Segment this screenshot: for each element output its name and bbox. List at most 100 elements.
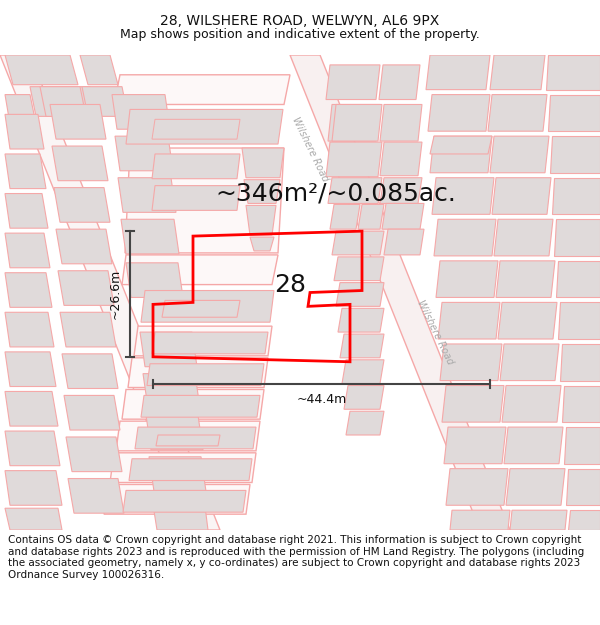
Polygon shape [344, 386, 384, 409]
Polygon shape [5, 471, 62, 505]
Polygon shape [328, 177, 382, 204]
Polygon shape [332, 231, 384, 255]
Polygon shape [548, 94, 600, 131]
Polygon shape [5, 508, 62, 530]
Text: Map shows position and indicative extent of the property.: Map shows position and indicative extent… [120, 28, 480, 41]
Polygon shape [498, 302, 557, 339]
Polygon shape [444, 427, 506, 464]
Polygon shape [434, 219, 496, 256]
Polygon shape [554, 219, 600, 256]
Polygon shape [128, 357, 268, 388]
Polygon shape [346, 411, 384, 435]
Polygon shape [5, 431, 60, 466]
Polygon shape [432, 177, 494, 214]
Polygon shape [492, 177, 551, 214]
Polygon shape [143, 374, 200, 408]
Text: ~26.6m: ~26.6m [109, 269, 122, 319]
Polygon shape [110, 452, 256, 482]
Polygon shape [566, 469, 600, 505]
Polygon shape [438, 302, 500, 339]
Polygon shape [550, 136, 600, 172]
Polygon shape [147, 364, 264, 386]
Polygon shape [114, 75, 290, 104]
Polygon shape [380, 177, 422, 204]
Text: Wilshere Road: Wilshere Road [290, 115, 330, 183]
Polygon shape [56, 229, 112, 264]
Polygon shape [5, 312, 54, 347]
Polygon shape [332, 104, 382, 141]
Polygon shape [118, 177, 176, 212]
Polygon shape [5, 94, 36, 124]
Polygon shape [500, 344, 559, 381]
Polygon shape [122, 255, 278, 284]
Polygon shape [149, 457, 206, 491]
Polygon shape [436, 261, 498, 298]
Polygon shape [328, 104, 380, 141]
Polygon shape [246, 206, 276, 235]
Polygon shape [552, 177, 600, 214]
Polygon shape [380, 104, 422, 141]
Text: ~44.4m: ~44.4m [296, 394, 347, 406]
Polygon shape [5, 233, 50, 268]
Polygon shape [152, 332, 268, 354]
Polygon shape [58, 271, 114, 306]
Polygon shape [5, 55, 78, 84]
Polygon shape [430, 136, 492, 154]
Polygon shape [490, 55, 545, 89]
Polygon shape [50, 104, 106, 139]
Polygon shape [123, 491, 246, 512]
Polygon shape [560, 344, 600, 381]
Polygon shape [568, 510, 600, 530]
Polygon shape [60, 312, 116, 347]
Polygon shape [134, 326, 272, 356]
Polygon shape [129, 459, 252, 481]
Polygon shape [62, 354, 118, 389]
Polygon shape [334, 257, 384, 281]
Polygon shape [446, 469, 508, 505]
Polygon shape [382, 204, 424, 229]
Polygon shape [330, 204, 360, 229]
Text: 28, WILSHERE ROAD, WELWYN, AL6 9PX: 28, WILSHERE ROAD, WELWYN, AL6 9PX [160, 14, 440, 28]
Polygon shape [152, 119, 240, 139]
Polygon shape [380, 142, 422, 176]
Polygon shape [338, 308, 384, 332]
Polygon shape [5, 154, 46, 189]
Polygon shape [242, 148, 284, 178]
Polygon shape [68, 479, 124, 513]
Polygon shape [490, 136, 549, 172]
Polygon shape [40, 87, 86, 116]
Polygon shape [126, 262, 183, 298]
Polygon shape [122, 389, 264, 419]
Polygon shape [428, 94, 490, 131]
Polygon shape [546, 55, 600, 89]
Text: Contains OS data © Crown copyright and database right 2021. This information is : Contains OS data © Crown copyright and d… [8, 535, 584, 580]
Polygon shape [564, 427, 600, 464]
Polygon shape [52, 146, 108, 181]
Polygon shape [384, 229, 424, 255]
Text: 28: 28 [274, 272, 306, 297]
Polygon shape [135, 427, 256, 449]
Polygon shape [494, 219, 553, 256]
Polygon shape [358, 204, 384, 229]
Polygon shape [80, 55, 118, 84]
Polygon shape [156, 435, 220, 446]
Polygon shape [104, 484, 250, 514]
Polygon shape [66, 437, 122, 472]
Polygon shape [504, 427, 563, 464]
Polygon shape [379, 65, 420, 99]
Polygon shape [244, 180, 280, 204]
Polygon shape [5, 194, 48, 228]
Polygon shape [115, 136, 173, 171]
Polygon shape [340, 334, 384, 357]
Polygon shape [488, 94, 547, 131]
Polygon shape [450, 510, 510, 530]
Polygon shape [140, 332, 197, 367]
Polygon shape [506, 469, 565, 505]
Polygon shape [112, 94, 170, 129]
Polygon shape [442, 386, 504, 422]
Polygon shape [146, 415, 203, 450]
Polygon shape [336, 282, 384, 306]
Polygon shape [125, 148, 284, 253]
Polygon shape [152, 498, 208, 530]
Polygon shape [5, 391, 58, 426]
